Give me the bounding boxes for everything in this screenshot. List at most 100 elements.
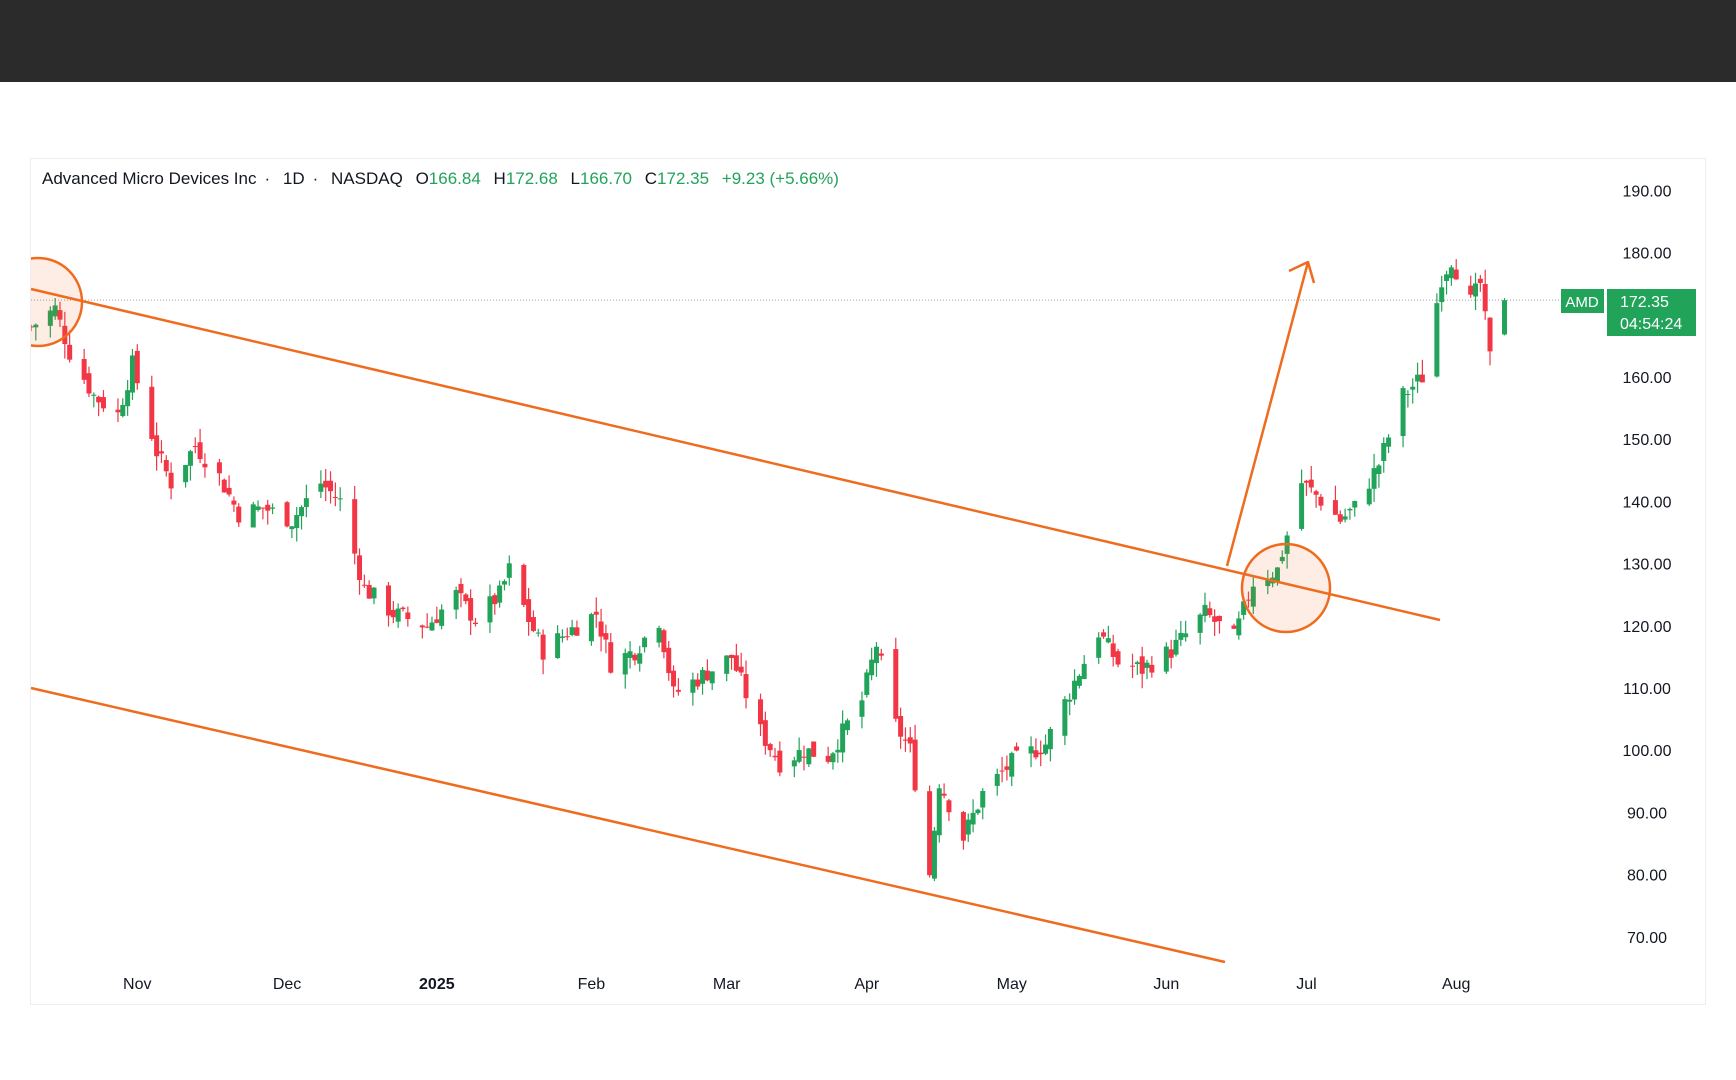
candle bbox=[154, 422, 160, 471]
candle-body bbox=[1468, 285, 1474, 295]
price-tick-label: 190.00 bbox=[1623, 183, 1672, 200]
candle-body bbox=[1207, 608, 1213, 616]
candle bbox=[825, 746, 831, 764]
candle bbox=[120, 398, 126, 418]
price-tag[interactable]: AMD 172.35 04:54:24 bbox=[1561, 289, 1696, 336]
candle-body bbox=[149, 386, 155, 439]
projection-arrow[interactable] bbox=[1225, 261, 1310, 567]
candle-body bbox=[796, 750, 802, 762]
channel-upper-trendline[interactable] bbox=[30, 287, 1441, 622]
candle bbox=[859, 691, 865, 729]
candle-body bbox=[1279, 556, 1285, 562]
candle-body bbox=[704, 670, 710, 681]
price-tag-box bbox=[1607, 289, 1696, 336]
candle bbox=[622, 648, 628, 689]
candle-body bbox=[1274, 567, 1280, 583]
candle-body bbox=[47, 310, 53, 326]
candle-body bbox=[183, 464, 189, 483]
candle-body bbox=[1250, 586, 1256, 607]
candle bbox=[521, 563, 527, 608]
candle bbox=[1308, 465, 1314, 493]
candle-body bbox=[1139, 656, 1145, 674]
candle-body bbox=[695, 679, 701, 687]
candle bbox=[540, 629, 546, 675]
candle bbox=[564, 627, 570, 641]
candle bbox=[873, 642, 879, 677]
candle-body bbox=[453, 590, 459, 610]
price-tag-ticker-box bbox=[1561, 289, 1604, 313]
candle bbox=[395, 603, 401, 628]
candle bbox=[501, 579, 507, 591]
candle bbox=[453, 586, 459, 619]
candle-body bbox=[569, 627, 575, 635]
candle bbox=[439, 604, 445, 630]
candle-body bbox=[1197, 614, 1203, 633]
candle bbox=[192, 437, 198, 454]
candle bbox=[869, 647, 875, 681]
candle bbox=[1216, 615, 1222, 634]
interval[interactable]: 1D bbox=[282, 169, 305, 188]
candle bbox=[1047, 726, 1053, 762]
candle bbox=[1197, 613, 1203, 645]
candle bbox=[1028, 736, 1034, 768]
candle bbox=[265, 499, 271, 525]
candle-body bbox=[642, 637, 648, 648]
candle bbox=[632, 652, 638, 666]
price-tick-label: 100.00 bbox=[1623, 743, 1672, 760]
candle bbox=[724, 655, 730, 682]
candle-body bbox=[830, 753, 836, 763]
candle bbox=[1313, 489, 1319, 508]
time-axis[interactable]: Nov Dec 2025 Feb Mar Apr May Jun Jul Aug bbox=[123, 976, 1470, 993]
candle-body bbox=[873, 646, 879, 664]
candle-body bbox=[540, 634, 546, 660]
candle-body bbox=[366, 584, 372, 599]
candle-body bbox=[931, 830, 937, 879]
candle-body bbox=[236, 506, 242, 523]
candle-body bbox=[1043, 744, 1049, 754]
candle-body bbox=[1313, 491, 1319, 495]
candle bbox=[1231, 623, 1237, 630]
candle-body bbox=[158, 451, 164, 454]
candle bbox=[835, 739, 841, 763]
candle bbox=[1014, 742, 1020, 752]
high-value: 172.68 bbox=[505, 169, 558, 188]
candle bbox=[468, 589, 474, 636]
candle-body bbox=[424, 626, 430, 628]
candle bbox=[1134, 660, 1140, 675]
candle bbox=[864, 669, 870, 698]
candle bbox=[129, 348, 135, 400]
symbol-name[interactable]: Advanced Micro Devices Inc bbox=[42, 169, 257, 188]
candle bbox=[400, 606, 406, 612]
candle bbox=[294, 506, 300, 542]
candle bbox=[844, 718, 850, 735]
price-axis[interactable]: 190.00 180.00 160.00 150.00 140.00 130.00 120.… bbox=[1623, 183, 1672, 946]
candle bbox=[1299, 469, 1305, 531]
candle-body bbox=[593, 611, 599, 615]
channel-lower-trendline[interactable] bbox=[30, 686, 1226, 964]
candle-body bbox=[1168, 649, 1174, 658]
candle-body bbox=[1134, 662, 1140, 665]
candle-body bbox=[632, 654, 638, 661]
candle bbox=[1173, 629, 1179, 657]
candle bbox=[81, 348, 87, 385]
highlight-circle-left[interactable] bbox=[0, 256, 84, 348]
candle bbox=[980, 788, 986, 820]
candle bbox=[1439, 275, 1445, 312]
candle-body bbox=[1419, 374, 1425, 383]
candle-body bbox=[361, 584, 367, 586]
candle bbox=[405, 606, 411, 627]
candle bbox=[323, 469, 329, 502]
candle-body bbox=[250, 504, 256, 528]
candle bbox=[458, 578, 464, 608]
price-tick-label: 130.00 bbox=[1623, 557, 1672, 574]
candle-body bbox=[1308, 479, 1314, 488]
candle bbox=[202, 453, 208, 478]
drawings-layer[interactable] bbox=[0, 256, 1441, 964]
candle-body bbox=[1105, 638, 1111, 643]
highlight-circle-breakout[interactable] bbox=[1240, 542, 1332, 634]
candle bbox=[994, 768, 1000, 796]
candle bbox=[270, 503, 276, 515]
candle-body bbox=[1241, 601, 1247, 615]
candle bbox=[1168, 639, 1174, 669]
